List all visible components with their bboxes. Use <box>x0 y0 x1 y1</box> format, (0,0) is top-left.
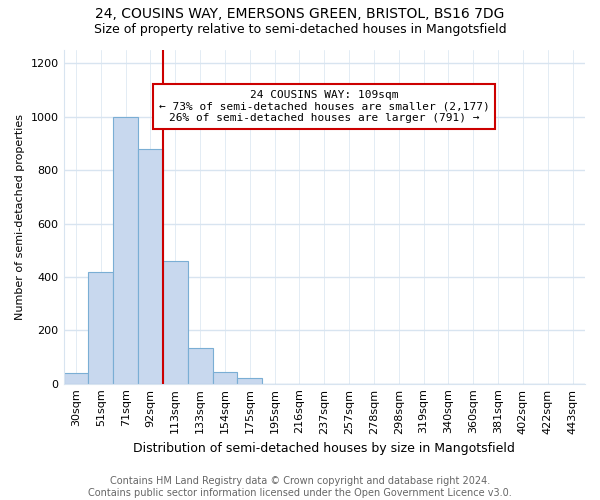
Bar <box>163 261 188 384</box>
Bar <box>88 272 113 384</box>
Bar <box>238 378 262 384</box>
Text: Size of property relative to semi-detached houses in Mangotsfield: Size of property relative to semi-detach… <box>94 22 506 36</box>
X-axis label: Distribution of semi-detached houses by size in Mangotsfield: Distribution of semi-detached houses by … <box>133 442 515 455</box>
Bar <box>138 149 163 384</box>
Text: 24 COUSINS WAY: 109sqm
← 73% of semi-detached houses are smaller (2,177)
26% of : 24 COUSINS WAY: 109sqm ← 73% of semi-det… <box>159 90 490 123</box>
Bar <box>64 373 88 384</box>
Text: 24, COUSINS WAY, EMERSONS GREEN, BRISTOL, BS16 7DG: 24, COUSINS WAY, EMERSONS GREEN, BRISTOL… <box>95 8 505 22</box>
Bar <box>212 372 238 384</box>
Y-axis label: Number of semi-detached properties: Number of semi-detached properties <box>15 114 25 320</box>
Text: Contains HM Land Registry data © Crown copyright and database right 2024.
Contai: Contains HM Land Registry data © Crown c… <box>88 476 512 498</box>
Bar <box>188 348 212 384</box>
Bar <box>113 116 138 384</box>
